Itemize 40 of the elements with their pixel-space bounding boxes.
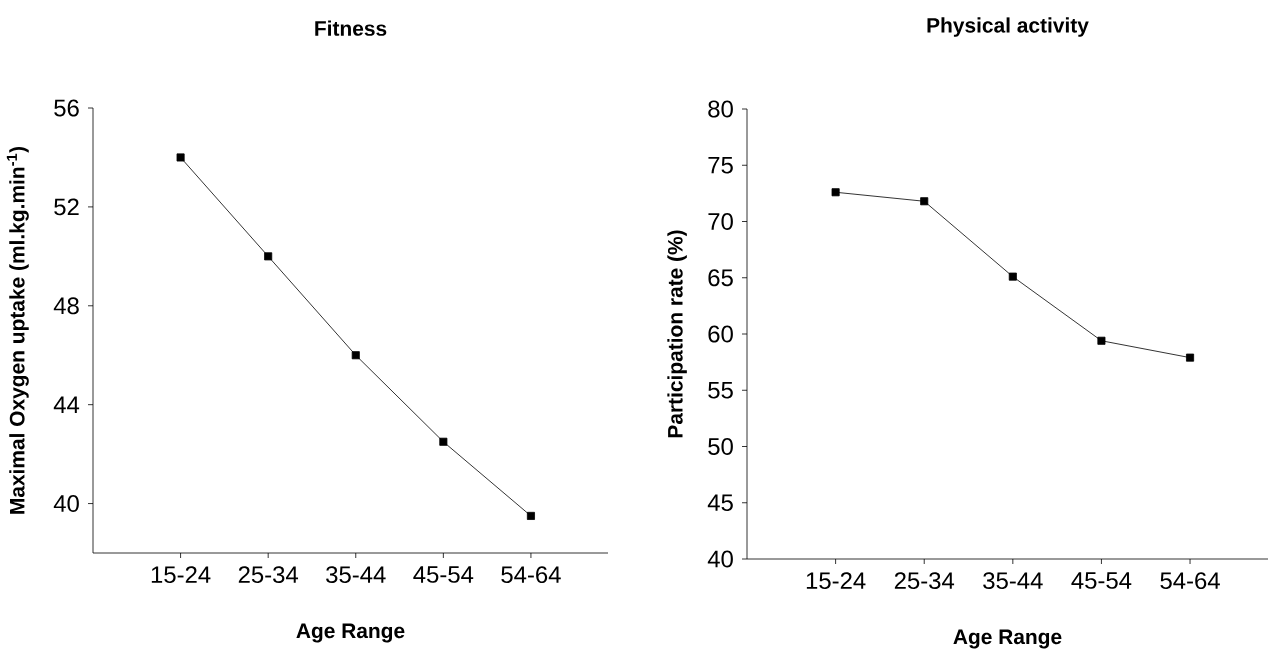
- point: [1097, 336, 1106, 345]
- y-tick-label: 56: [54, 99, 79, 117]
- point: [176, 153, 185, 162]
- y-axis-title: Maximal Oxygen uptake (ml.kg.min$^{-1}$): [6, 146, 29, 514]
- x-tick-label: 45-54: [413, 566, 474, 583]
- y-axis-title: Participation rate (%): [667, 230, 687, 438]
- y-tick-label: 40: [707, 550, 733, 568]
- x-tick-label: 54-64: [1160, 572, 1220, 590]
- chart-title: Fitness: [315, 20, 387, 36]
- y-tick-label: 80: [708, 100, 733, 118]
- x-tick-label: 25-34: [238, 566, 299, 584]
- point: [831, 188, 840, 197]
- point: [264, 252, 273, 261]
- x-axis-title: Age Range: [296, 623, 405, 643]
- point: [920, 197, 929, 206]
- x-tick-label: 15-24: [806, 572, 866, 590]
- y-tick-label: 45: [707, 494, 733, 512]
- point: [351, 351, 360, 360]
- x-tick-label: 54-64: [501, 566, 561, 584]
- y-tick-label: 40: [53, 495, 79, 513]
- point: [1186, 353, 1195, 362]
- x-tick-label: 25-34: [894, 572, 955, 590]
- y-tick-label: 75: [708, 156, 733, 174]
- x-tick-label: 35-44: [983, 572, 1043, 590]
- x-tick-label: 15-24: [151, 566, 211, 584]
- y-tick-label: 65: [708, 269, 733, 287]
- y-tick-label: 44: [53, 396, 80, 413]
- point: [439, 437, 448, 446]
- y-tick-label: 70: [708, 213, 733, 230]
- x-tick-label: 35-44: [326, 566, 386, 584]
- point: [526, 511, 535, 520]
- point: [1008, 272, 1017, 281]
- x-tick-label: 45-54: [1071, 572, 1132, 589]
- y-tick-label: 52: [54, 198, 79, 216]
- y-tick-label: 60: [708, 325, 733, 343]
- y-tick-label: 48: [53, 297, 79, 315]
- chart-title: Physical activity: [927, 17, 1089, 37]
- y-tick-label: 50: [708, 438, 733, 455]
- x-axis-title: Age Range: [953, 629, 1062, 649]
- y-tick-label: 55: [708, 381, 733, 399]
